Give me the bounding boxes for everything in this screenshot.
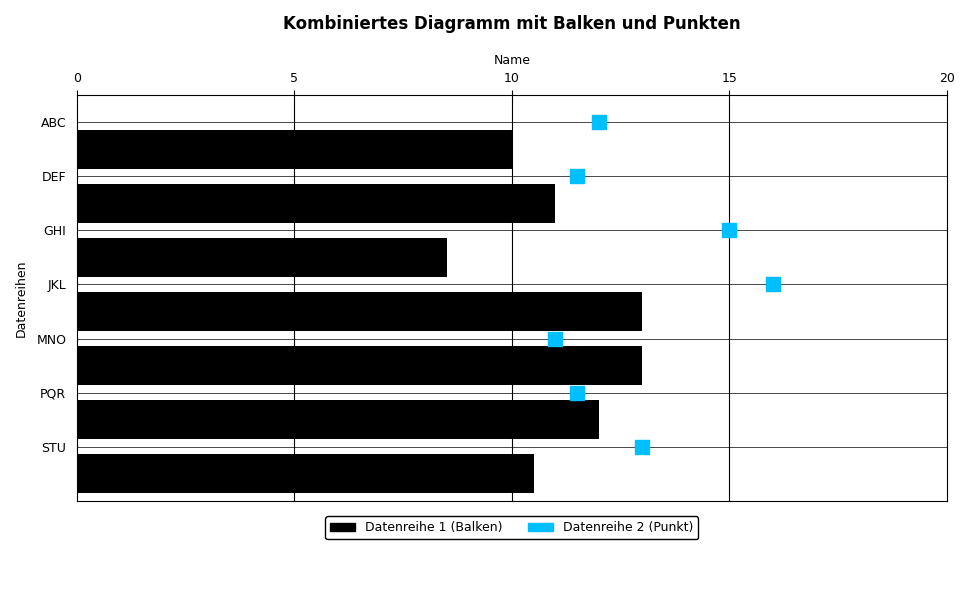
Bar [77,238,446,277]
Y-axis label: Datenreihen: Datenreihen [15,259,28,336]
Point [721,226,736,235]
Title: Kombiniertes Diagramm mit Balken und Punkten: Kombiniertes Diagramm mit Balken und Pun… [283,15,740,33]
Bar [77,184,555,223]
Bar [77,346,641,385]
Point [590,118,606,127]
Point [634,442,649,452]
X-axis label: Name: Name [493,54,530,67]
Bar [77,130,512,169]
Bar [77,292,641,331]
Legend: Datenreihe 1 (Balken), Datenreihe 2 (Punkt): Datenreihe 1 (Balken), Datenreihe 2 (Pun… [326,516,698,539]
Point [569,171,584,181]
Point [569,388,584,397]
Bar [77,400,598,439]
Point [547,334,563,344]
Point [765,280,780,289]
Bar [77,455,533,493]
